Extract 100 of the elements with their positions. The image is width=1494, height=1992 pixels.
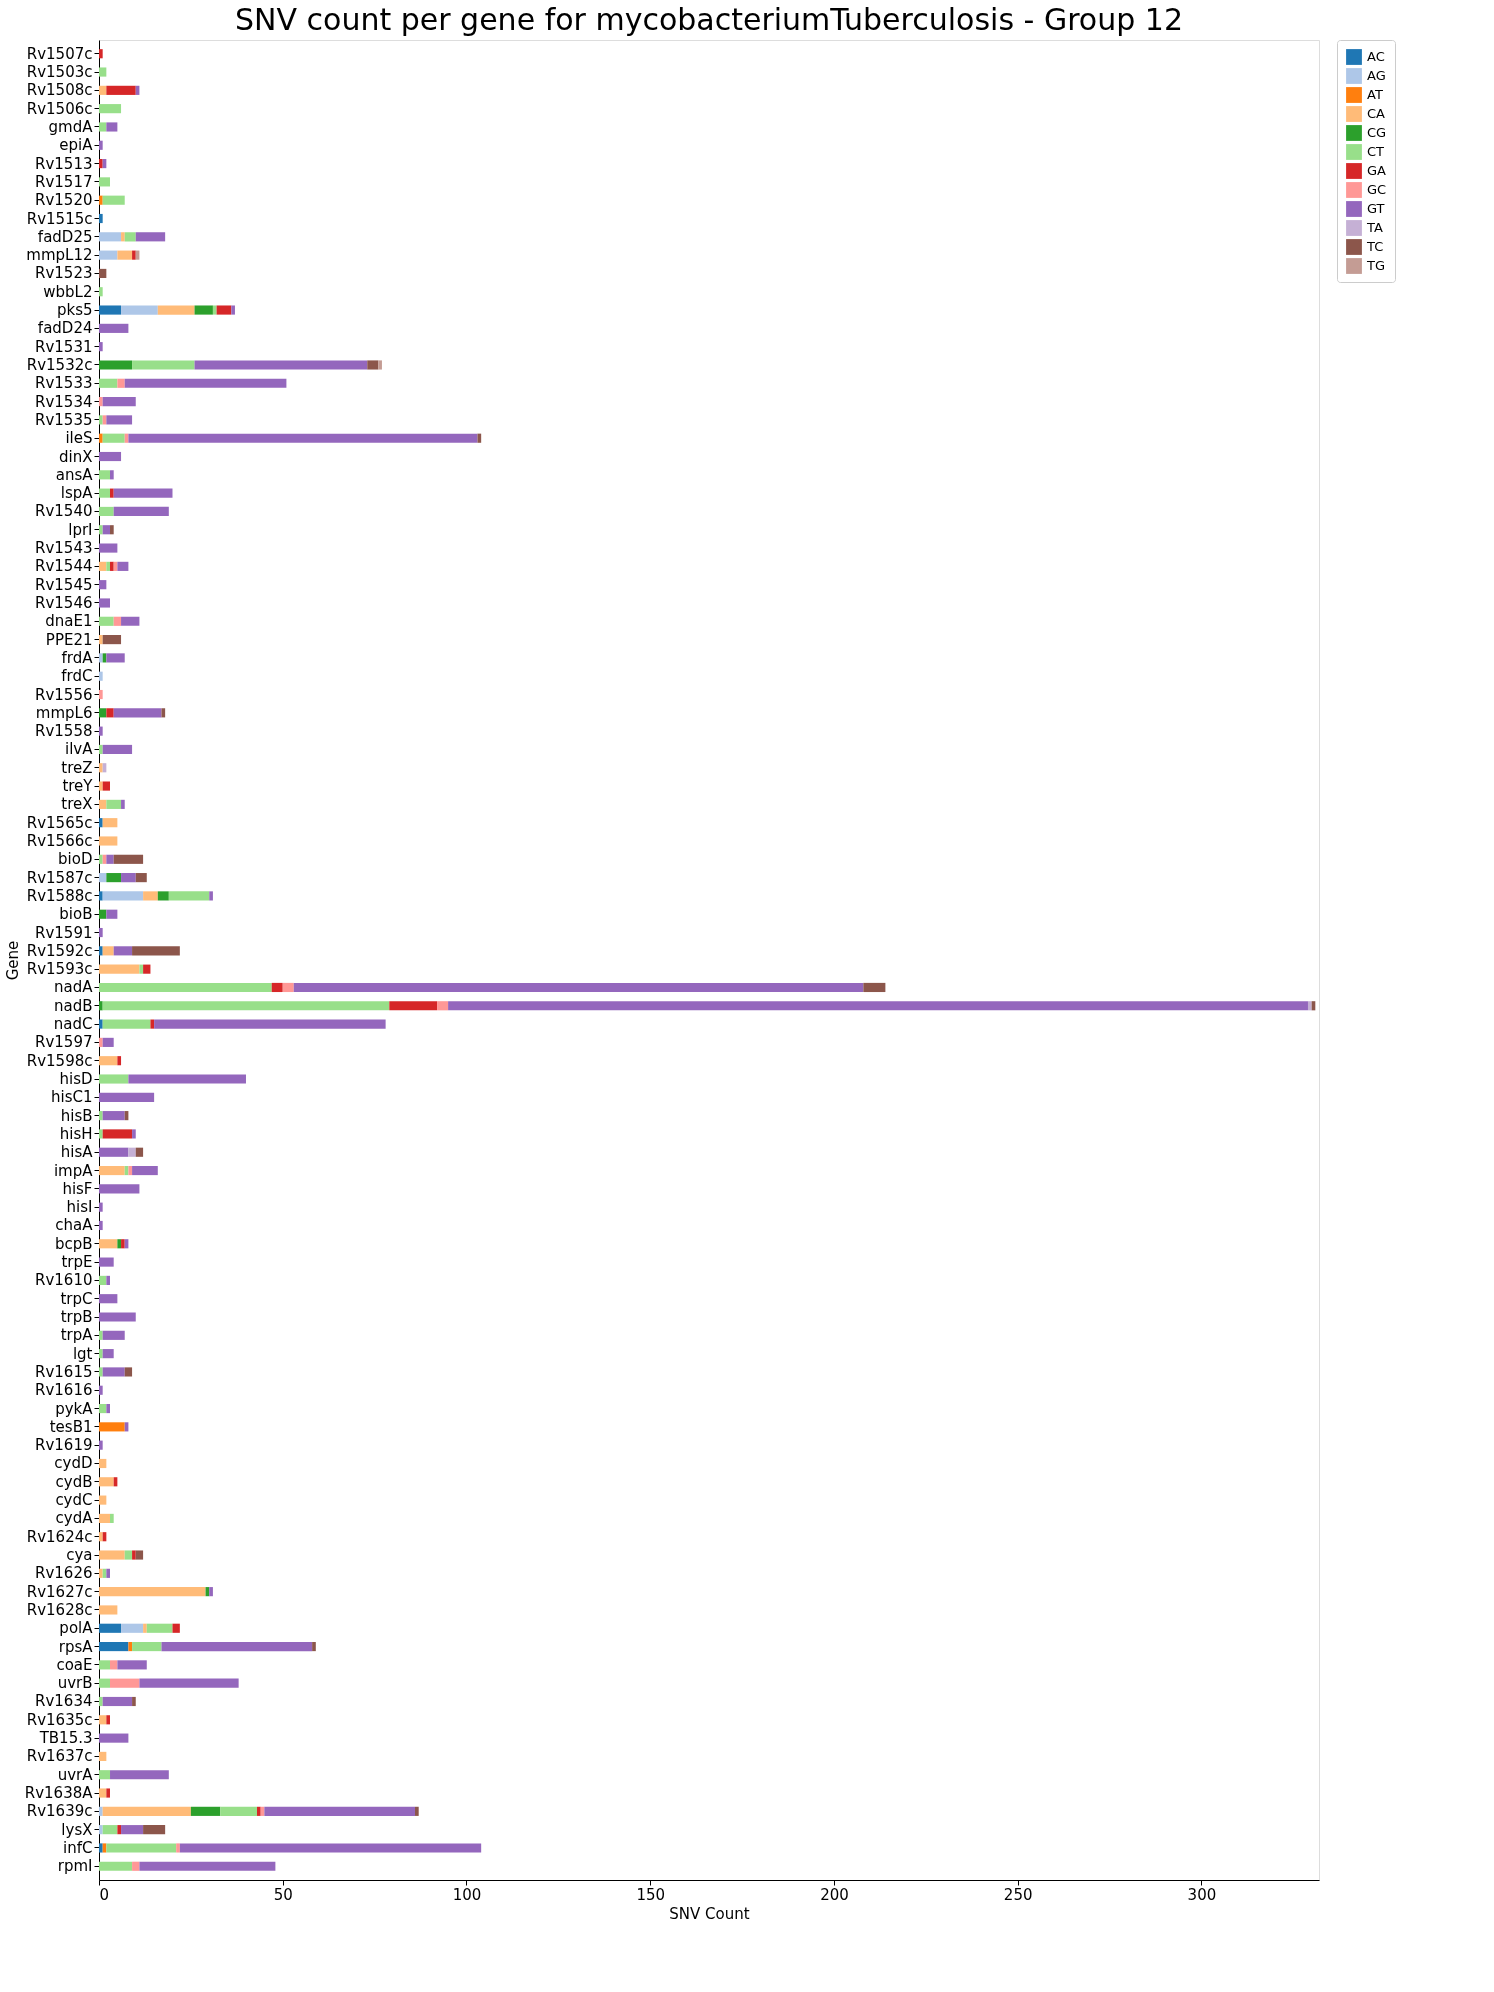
bar xyxy=(128,1147,136,1157)
bar xyxy=(99,653,103,663)
y-tick-label: Rv1507c xyxy=(26,44,93,63)
legend-label: AT xyxy=(1367,87,1383,102)
bar xyxy=(99,268,107,279)
x-tick-label: 250 xyxy=(1003,1885,1033,1904)
bar xyxy=(121,616,140,626)
y-tick-label: uvrB xyxy=(57,1674,93,1693)
bar xyxy=(110,1513,114,1523)
bar xyxy=(99,1660,111,1670)
bar xyxy=(102,1806,191,1816)
bar xyxy=(99,342,103,352)
y-tick-label: Rv1503c xyxy=(26,63,93,82)
bar xyxy=(121,1239,125,1249)
bar xyxy=(312,1641,316,1652)
y-tick-label: Rv1543 xyxy=(35,539,93,558)
y-tick-label: bioB xyxy=(59,905,93,924)
y-tick-label: nadA xyxy=(54,978,94,997)
bar xyxy=(99,1623,122,1633)
bar xyxy=(117,1660,147,1670)
bar xyxy=(99,818,103,828)
y-tick-label: Rv1587c xyxy=(26,868,93,887)
bar xyxy=(132,1129,136,1139)
y-tick-label: PPE21 xyxy=(45,630,93,649)
bar xyxy=(99,854,103,864)
bar xyxy=(110,1678,140,1688)
y-tick-label: tesB1 xyxy=(49,1417,93,1436)
y-tick-label: coaE xyxy=(56,1655,93,1674)
bar xyxy=(99,1312,136,1322)
bar xyxy=(150,1019,155,1029)
bar xyxy=(99,1605,118,1615)
y-tick-label: wbbL2 xyxy=(43,282,93,301)
bar xyxy=(99,1165,125,1176)
y-tick-label: Rv1520 xyxy=(35,191,93,210)
y-tick-label: Rv1540 xyxy=(35,502,93,521)
bar xyxy=(99,909,107,919)
y-tick-label: trpA xyxy=(60,1326,94,1345)
y-tick-label: TB15.3 xyxy=(38,1729,93,1748)
bar xyxy=(99,360,133,370)
x-tick-label: 0 xyxy=(99,1885,110,1904)
bar xyxy=(106,708,114,718)
bar xyxy=(216,305,232,315)
bar xyxy=(99,49,103,59)
bar xyxy=(257,1806,261,1816)
y-tick-label: impA xyxy=(53,1161,94,1180)
bar xyxy=(113,616,122,626)
y-tick-label: frdC xyxy=(61,667,93,686)
bar xyxy=(132,1861,140,1871)
y-tick-label: hisD xyxy=(59,1070,93,1089)
bar xyxy=(99,415,103,425)
bar xyxy=(154,1019,386,1029)
bar xyxy=(113,946,133,956)
bar xyxy=(99,744,103,755)
bar xyxy=(102,891,144,901)
bar xyxy=(124,378,287,388)
x-axis-title: SNV Count xyxy=(669,1904,750,1923)
y-tick-label: hisB xyxy=(60,1106,93,1125)
y-tick-label: cydA xyxy=(55,1509,94,1528)
bar xyxy=(106,1843,177,1853)
y-tick-label: hisI xyxy=(66,1198,93,1217)
y-tick-label: Rv1610 xyxy=(35,1271,93,1290)
bar xyxy=(168,891,210,901)
bar xyxy=(190,1806,221,1816)
bar xyxy=(437,1001,449,1011)
x-tick-label: 50 xyxy=(273,1885,293,1904)
bar xyxy=(102,1330,125,1340)
bar xyxy=(99,580,107,590)
bar xyxy=(117,378,125,388)
y-tick-label: trpE xyxy=(61,1253,93,1272)
y-tick-label: lgt xyxy=(72,1344,93,1363)
bar xyxy=(209,891,213,901)
bar xyxy=(128,433,478,443)
y-tick-label: chaA xyxy=(55,1216,94,1235)
bar xyxy=(99,122,107,132)
bar xyxy=(99,451,122,462)
y-tick-label: Rv1544 xyxy=(35,557,93,576)
bar xyxy=(863,982,886,993)
y-tick-label: Rv1598c xyxy=(26,1051,93,1070)
bar xyxy=(99,1641,129,1652)
y-tick-label: epiA xyxy=(59,136,94,155)
bar xyxy=(99,1074,129,1084)
bar xyxy=(106,909,118,919)
bar xyxy=(176,1843,180,1853)
y-tick-label: treX xyxy=(61,795,93,814)
y-tick-label: rpsA xyxy=(58,1637,94,1656)
bar xyxy=(448,1001,1308,1011)
bar xyxy=(113,506,169,517)
bar xyxy=(135,1147,144,1157)
bar xyxy=(99,598,111,608)
bar xyxy=(194,360,368,370)
bar xyxy=(282,982,294,993)
y-tick-label: Rv1635c xyxy=(26,1710,93,1729)
bar xyxy=(106,1403,111,1414)
bar xyxy=(106,653,125,663)
bar xyxy=(106,799,122,809)
y-axis-title: Gene xyxy=(3,940,22,981)
bar xyxy=(106,873,122,883)
bar xyxy=(99,1294,118,1304)
bar xyxy=(99,525,103,535)
bar xyxy=(128,1074,246,1084)
